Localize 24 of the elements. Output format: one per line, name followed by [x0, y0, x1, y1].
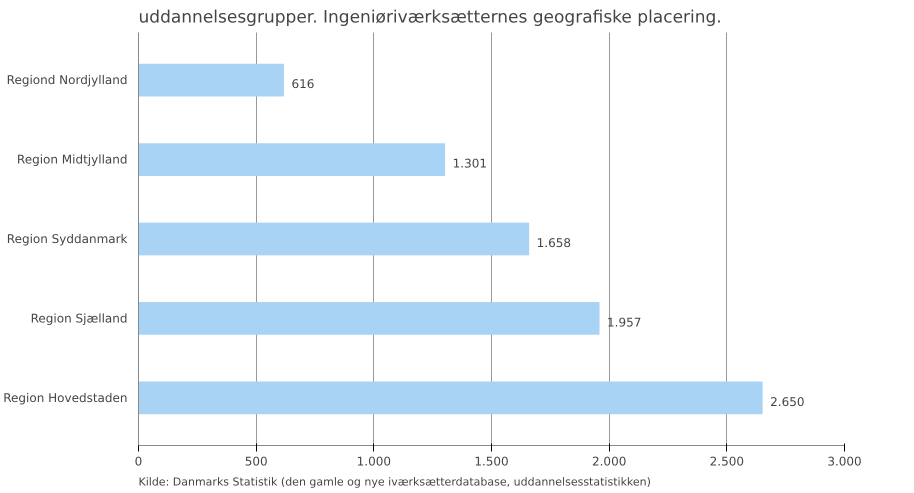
y-tick-label: Region Syddanmark	[6, 232, 128, 246]
x-tick-label: 2.000	[592, 454, 626, 468]
data-label: 2.650	[770, 394, 804, 409]
x-tick-label: 1.500	[474, 454, 509, 468]
y-tick-label: Region Hovedstaden	[3, 390, 128, 405]
text: Kilde: Danmarks Statistik (den gamle og nye iværksætterdatabase, uddannelsesstatistikken)	[138, 476, 651, 488]
bar	[138, 222, 530, 256]
bar	[138, 302, 600, 335]
bar	[138, 381, 763, 414]
x-tick-label: 2.500	[710, 454, 744, 468]
bar	[138, 64, 284, 97]
data-label: 1.957	[607, 315, 642, 330]
bar	[138, 143, 446, 176]
x-tick-label: 500	[244, 454, 268, 468]
chart-title: uddannelsesgrupper. Ingeniøriværksætternes geografiske placering.	[138, 8, 722, 28]
data-label: 1.658	[536, 236, 572, 250]
y-tick-label: Region Sjælland	[30, 311, 128, 326]
data-label: 1.301	[452, 156, 488, 171]
x-tick-label: 1.000	[356, 454, 392, 468]
y-tick-label: Regiond Nordjylland	[6, 73, 128, 88]
x-tick-label: 0	[134, 454, 142, 468]
y-tick-label: Region Midtjylland	[16, 152, 128, 167]
x-tick-label: 3.000	[827, 454, 862, 468]
data-label: 616	[291, 77, 314, 92]
